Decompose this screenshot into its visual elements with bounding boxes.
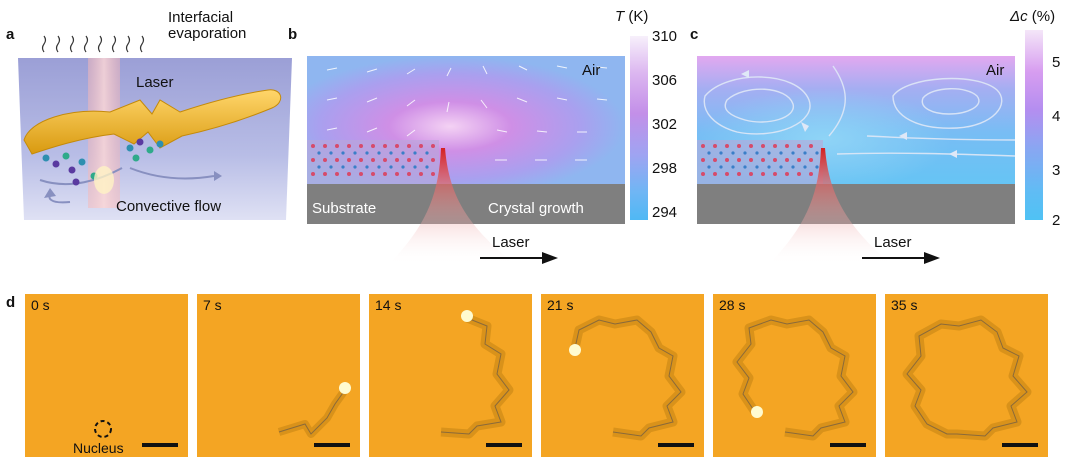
- laser-spot: [461, 310, 473, 322]
- crystal-track: [570, 315, 686, 441]
- colorbar-b-tick: 306: [652, 72, 678, 89]
- substrate: [697, 184, 1015, 224]
- streamline-arrows: [741, 70, 957, 158]
- frame-time: 0 s: [31, 297, 50, 313]
- air-label-c: Air: [986, 62, 1005, 79]
- laser-spot: [339, 382, 351, 394]
- laser-cone-b: [387, 148, 517, 266]
- velocity-arrows: [326, 65, 608, 161]
- panel-label-d: d: [6, 294, 16, 311]
- streamlines: [703, 65, 1015, 157]
- panel-label-b: b: [288, 26, 298, 43]
- crystal-lattice: [697, 140, 823, 184]
- air-label-b: Air: [582, 62, 601, 79]
- frame-35s: 35 s: [885, 294, 1048, 457]
- scale-bar: [658, 443, 694, 447]
- colorbar-c-tick: 2: [1052, 212, 1061, 229]
- frame-0s: 0 s Nucleus: [25, 294, 188, 457]
- crystal-ribbon: [23, 89, 282, 155]
- crystal-track: [277, 387, 349, 438]
- colorbar-b-tick: 298: [652, 160, 678, 177]
- laser-spot: [569, 344, 581, 356]
- frame-time: 28 s: [719, 297, 746, 313]
- laser-spot: [751, 406, 763, 418]
- substrate-label: Substrate: [312, 200, 377, 217]
- scale-bar: [142, 443, 178, 447]
- panel-label-c: c: [690, 26, 699, 43]
- scale-bar: [314, 443, 350, 447]
- colorbar-b-title: T (K): [615, 8, 649, 25]
- flow-arrow-right: [129, 167, 215, 180]
- panel-a-illustration: [18, 35, 292, 220]
- panel-b-simulation: [307, 56, 625, 266]
- evaporation-label: Interfacial evaporation: [168, 9, 247, 42]
- crystal-growth-label: Crystal growth: [488, 200, 584, 217]
- laser-label-a: Laser: [136, 74, 174, 91]
- colorbar-b-tick: 302: [652, 116, 678, 133]
- crystal-track: [732, 315, 858, 441]
- convective-flow-label: Convective flow: [116, 198, 222, 215]
- colorbar-b-tick: 294: [652, 204, 678, 221]
- nucleus-label: Nucleus: [73, 440, 124, 456]
- scale-bar: [486, 443, 522, 447]
- crystal-lattice: [307, 140, 439, 184]
- colorbar-b: [630, 36, 648, 220]
- ion-particles: [42, 138, 164, 186]
- frame-28s: 28 s: [713, 294, 876, 457]
- nucleus-marker: [94, 420, 112, 438]
- colorbar-c-tick: 5: [1052, 54, 1061, 71]
- panel-c-simulation: [697, 56, 1015, 266]
- laser-label-b: Laser: [492, 234, 530, 251]
- evaporation-waves: [41, 35, 145, 53]
- scan-arrow-c: [862, 252, 940, 264]
- scale-bar: [1002, 443, 1038, 447]
- colorbar-c-tick: 4: [1052, 108, 1061, 125]
- laser-cone-c: [767, 148, 893, 266]
- colorbar-c: [1025, 30, 1043, 220]
- scale-bar: [830, 443, 866, 447]
- frame-time: 7 s: [203, 297, 222, 313]
- frame-7s: 7 s: [197, 294, 360, 457]
- frame-time: 35 s: [891, 297, 918, 313]
- crystal-ring: [902, 315, 1032, 441]
- laser-label-c: Laser: [874, 234, 912, 251]
- frame-time: 14 s: [375, 297, 402, 313]
- focal-spot: [94, 166, 114, 194]
- colorbar-c-tick: 3: [1052, 162, 1061, 179]
- frame-14s: 14 s: [369, 294, 532, 457]
- colorbar-c-title: Δc (%): [1010, 8, 1056, 25]
- scan-arrow-b: [480, 252, 558, 264]
- panel-label-a: a: [6, 26, 15, 43]
- frame-21s: 21 s: [541, 294, 704, 457]
- flow-arrow-left: [39, 167, 123, 186]
- colorbar-b-tick: 310: [652, 28, 678, 45]
- frame-time: 21 s: [547, 297, 574, 313]
